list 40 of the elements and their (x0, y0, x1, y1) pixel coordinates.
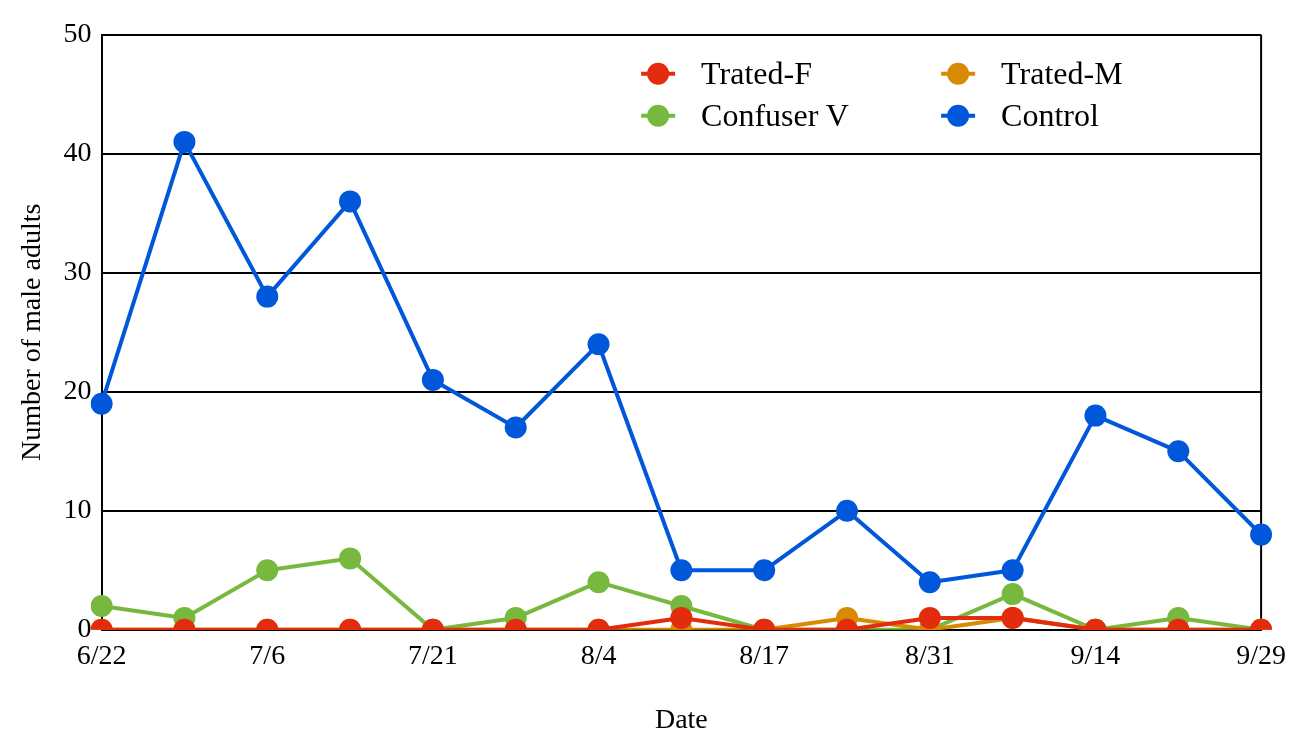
y-tick-label: 50 (63, 17, 92, 49)
point (1250, 523, 1273, 546)
x-tick-label: 8/17 (739, 638, 790, 670)
point (918, 571, 941, 594)
point (504, 416, 527, 439)
legend-label: Confuser V (701, 97, 849, 134)
y-tick-label: 30 (63, 255, 92, 287)
point (1167, 440, 1190, 463)
x-tick-label: 9/14 (1070, 638, 1121, 670)
y-tick-label: 20 (63, 374, 92, 406)
x-tick-label: 7/6 (249, 638, 286, 670)
y-axis-title: Number of male adults (15, 203, 47, 461)
y-tick-label: 40 (63, 136, 92, 168)
x-tick-label: 9/29 (1236, 638, 1286, 670)
point (421, 368, 444, 391)
point (753, 559, 776, 582)
point (1001, 583, 1024, 606)
x-axis-title: Date (654, 702, 708, 734)
point (256, 285, 279, 308)
point (836, 499, 858, 522)
point (670, 559, 693, 582)
legend-label: Control (1001, 97, 1099, 134)
point (1084, 404, 1107, 427)
point (339, 190, 362, 213)
x-tick-label: 8/4 (580, 638, 617, 670)
point (918, 606, 941, 629)
point (1001, 559, 1024, 582)
x-tick-label: 8/31 (904, 638, 955, 670)
point (90, 392, 113, 415)
point (256, 559, 279, 582)
y-tick-label: 10 (63, 493, 92, 525)
point (670, 606, 693, 629)
point (173, 130, 196, 153)
point (587, 571, 610, 594)
point (339, 547, 362, 570)
x-tick-label: 7/21 (408, 638, 458, 670)
point (90, 595, 113, 617)
point (587, 333, 610, 356)
legend-label: Trated-F (701, 55, 812, 92)
legend-label: Trated-M (1001, 55, 1123, 92)
